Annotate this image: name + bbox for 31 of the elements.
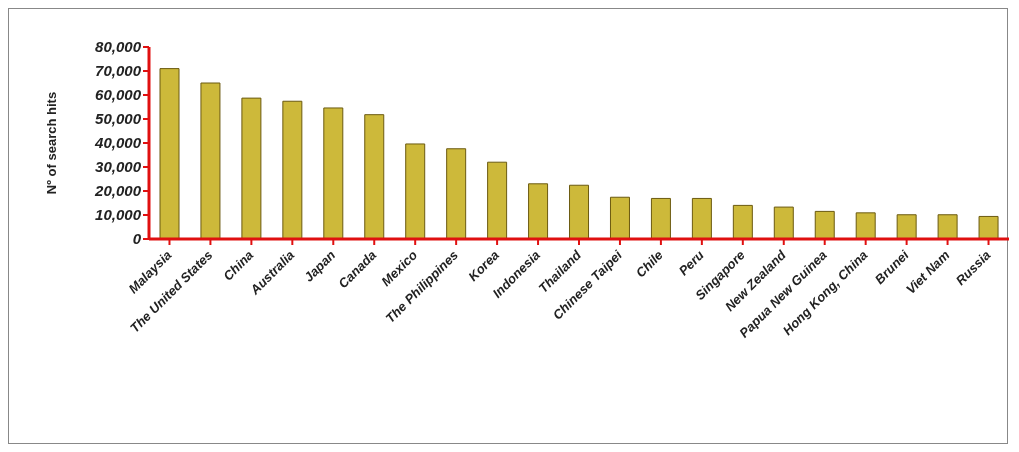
- bar: [732, 204, 753, 239]
- y-tick-label: 10,000: [95, 206, 142, 224]
- bar: [200, 82, 221, 239]
- y-tick-label: 20,000: [94, 182, 142, 200]
- y-tick-label: 40,000: [94, 134, 142, 152]
- bar: [364, 114, 385, 239]
- bar: [896, 214, 917, 239]
- y-tick-label: 30,000: [95, 158, 142, 176]
- bar: [487, 161, 508, 239]
- bar: [650, 197, 671, 239]
- bar: [241, 97, 262, 239]
- bar: [937, 214, 958, 239]
- y-axis-title: Nº of search hits: [43, 91, 59, 195]
- bar: [405, 143, 426, 239]
- y-tick-label: 70,000: [95, 62, 142, 80]
- y-tick-label: 0: [132, 230, 142, 248]
- bar: [282, 100, 303, 239]
- bar: [978, 215, 999, 239]
- bar: [814, 210, 835, 239]
- bar: [609, 196, 630, 239]
- bar: [528, 183, 549, 239]
- y-tick-label: 60,000: [95, 86, 142, 104]
- bar: [691, 197, 712, 239]
- bar: [446, 148, 467, 239]
- bar: [159, 68, 180, 239]
- bar: [323, 107, 344, 239]
- bar: [773, 206, 794, 239]
- y-tick-label: 80,000: [95, 38, 142, 56]
- bar: [569, 184, 590, 239]
- y-tick-label: 50,000: [95, 110, 142, 128]
- bar: [855, 212, 876, 239]
